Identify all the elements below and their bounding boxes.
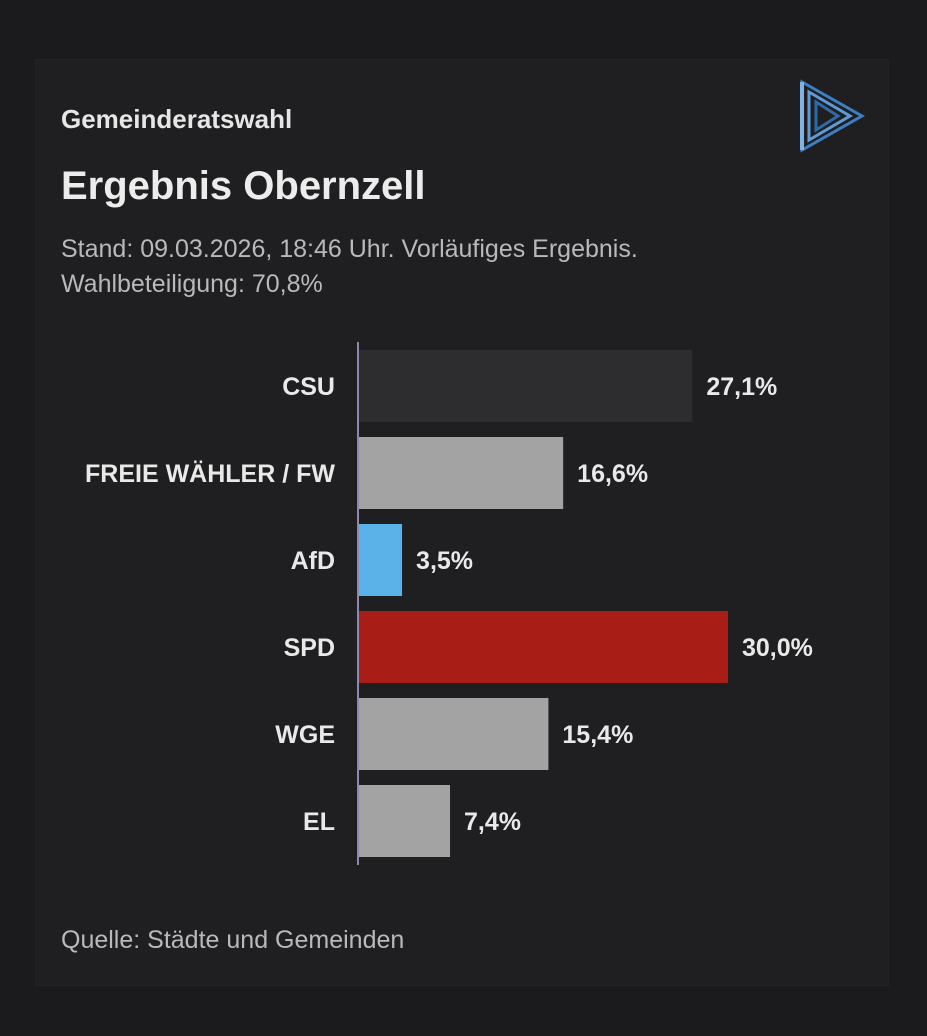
value-label-spd: 30,0%	[742, 634, 813, 662]
category-label-el: EL	[303, 808, 335, 836]
category-label-freie-w-hler-fw: FREIE WÄHLER / FW	[85, 460, 335, 488]
value-label-freie-w-hler-fw: 16,6%	[577, 460, 648, 488]
turnout-text: Wahlbeteiligung: 70,8%	[61, 270, 323, 298]
category-label-csu: CSU	[282, 373, 335, 401]
bar-freie-w-hler-fw	[359, 437, 564, 509]
status-timestamp: Stand: 09.03.2026, 18:46 Uhr. Vorläufige…	[61, 235, 638, 263]
chart-kicker: Gemeinderatswahl	[61, 104, 293, 134]
category-label-spd: SPD	[284, 634, 335, 662]
bar-wge	[359, 698, 549, 770]
value-label-el: 7,4%	[464, 808, 521, 836]
bar-afd	[359, 524, 403, 596]
bar-chart: CSU 27,1% FREIE WÄHLER / FW 16,6% AfD 3,5% SPD…	[85, 342, 813, 865]
bar-spd	[359, 611, 728, 683]
category-label-afd: AfD	[291, 547, 335, 575]
chart-subtitle: Stand: 09.03.2026, 18:46 Uhr. Vorläufige…	[61, 232, 638, 302]
play-triangle-logo-icon	[800, 79, 866, 153]
chart-title: Ergebnis Obernzell	[61, 164, 426, 208]
bar-el	[359, 785, 451, 857]
value-label-afd: 3,5%	[416, 547, 473, 575]
category-label-wge: WGE	[275, 721, 335, 749]
chart-card: Gemeinderatswahl Ergebnis Obernzell Stan…	[36, 60, 888, 985]
value-label-wge: 15,4%	[562, 721, 633, 749]
bar-csu	[359, 350, 693, 422]
source-note: Quelle: Städte und Gemeinden	[61, 926, 405, 954]
value-label-csu: 27,1%	[706, 373, 777, 401]
